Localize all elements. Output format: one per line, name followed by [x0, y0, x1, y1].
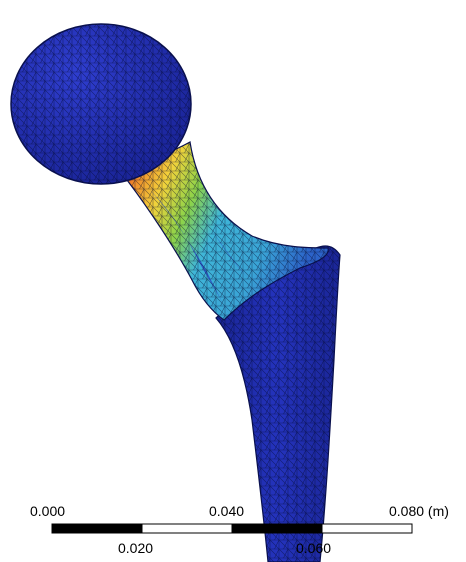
scale-segment-2: [141, 523, 233, 534]
femoral-head: [10, 23, 192, 185]
scale-label-2: 0.040: [209, 503, 245, 519]
scale-segment-4: [321, 523, 413, 534]
scale-label-4: 0.080 (m): [389, 503, 449, 519]
scale-label-0: 0.000: [30, 503, 66, 519]
scale-segment-3: [231, 523, 323, 534]
scale-label-3: 0.060: [296, 540, 332, 556]
scale-label-1: 0.020: [118, 540, 154, 556]
scale-segment-1: [51, 523, 143, 534]
scale-bar: [51, 523, 413, 534]
femur-neck: [123, 141, 329, 321]
